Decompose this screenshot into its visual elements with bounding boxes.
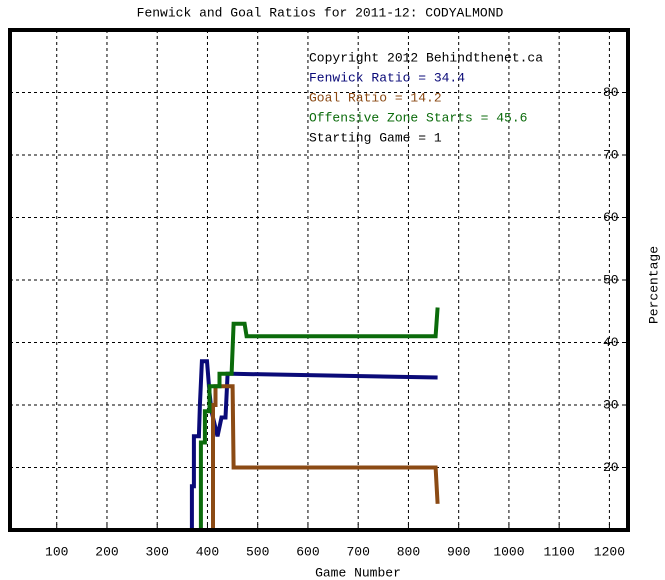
- y-tick-label: 60: [603, 210, 619, 225]
- x-tick-label: 900: [447, 544, 470, 559]
- y-tick-label: 30: [603, 397, 619, 412]
- x-tick-label: 800: [397, 544, 420, 559]
- x-tick-label: 700: [346, 544, 369, 559]
- legend-text: Goal Ratio = 14.2: [309, 90, 442, 105]
- y-tick-label: 50: [603, 272, 619, 287]
- y-axis-label: Percentage: [646, 246, 661, 324]
- x-tick-label: 300: [146, 544, 169, 559]
- legend-text: Fenwick Ratio = 34.4: [309, 70, 465, 85]
- x-tick-label: 200: [95, 544, 118, 559]
- x-tick-label: 100: [45, 544, 68, 559]
- x-tick-label: 600: [296, 544, 319, 559]
- legend-text: Starting Game = 1: [309, 130, 442, 145]
- legend-text: Offensive Zone Starts = 45.6: [309, 110, 527, 125]
- y-tick-label: 20: [603, 460, 619, 475]
- data-line: [211, 384, 440, 530]
- x-tick-label: 400: [196, 544, 219, 559]
- data-line: [198, 307, 440, 530]
- x-axis-label: Game Number: [315, 565, 401, 580]
- y-tick-label: 80: [603, 85, 619, 100]
- y-tick-label: 40: [603, 335, 619, 350]
- x-tick-label: 500: [246, 544, 269, 559]
- x-tick-label: 1200: [594, 544, 625, 559]
- x-tick-label: 1000: [493, 544, 524, 559]
- data-line: [189, 359, 438, 530]
- chart-title: Fenwick and Goal Ratios for 2011-12: COD…: [137, 5, 504, 20]
- y-tick-label: 70: [603, 147, 619, 162]
- legend-text: Copyright 2012 Behindthenet.ca: [309, 50, 543, 65]
- x-tick-label: 1100: [544, 544, 575, 559]
- plot: [189, 307, 440, 530]
